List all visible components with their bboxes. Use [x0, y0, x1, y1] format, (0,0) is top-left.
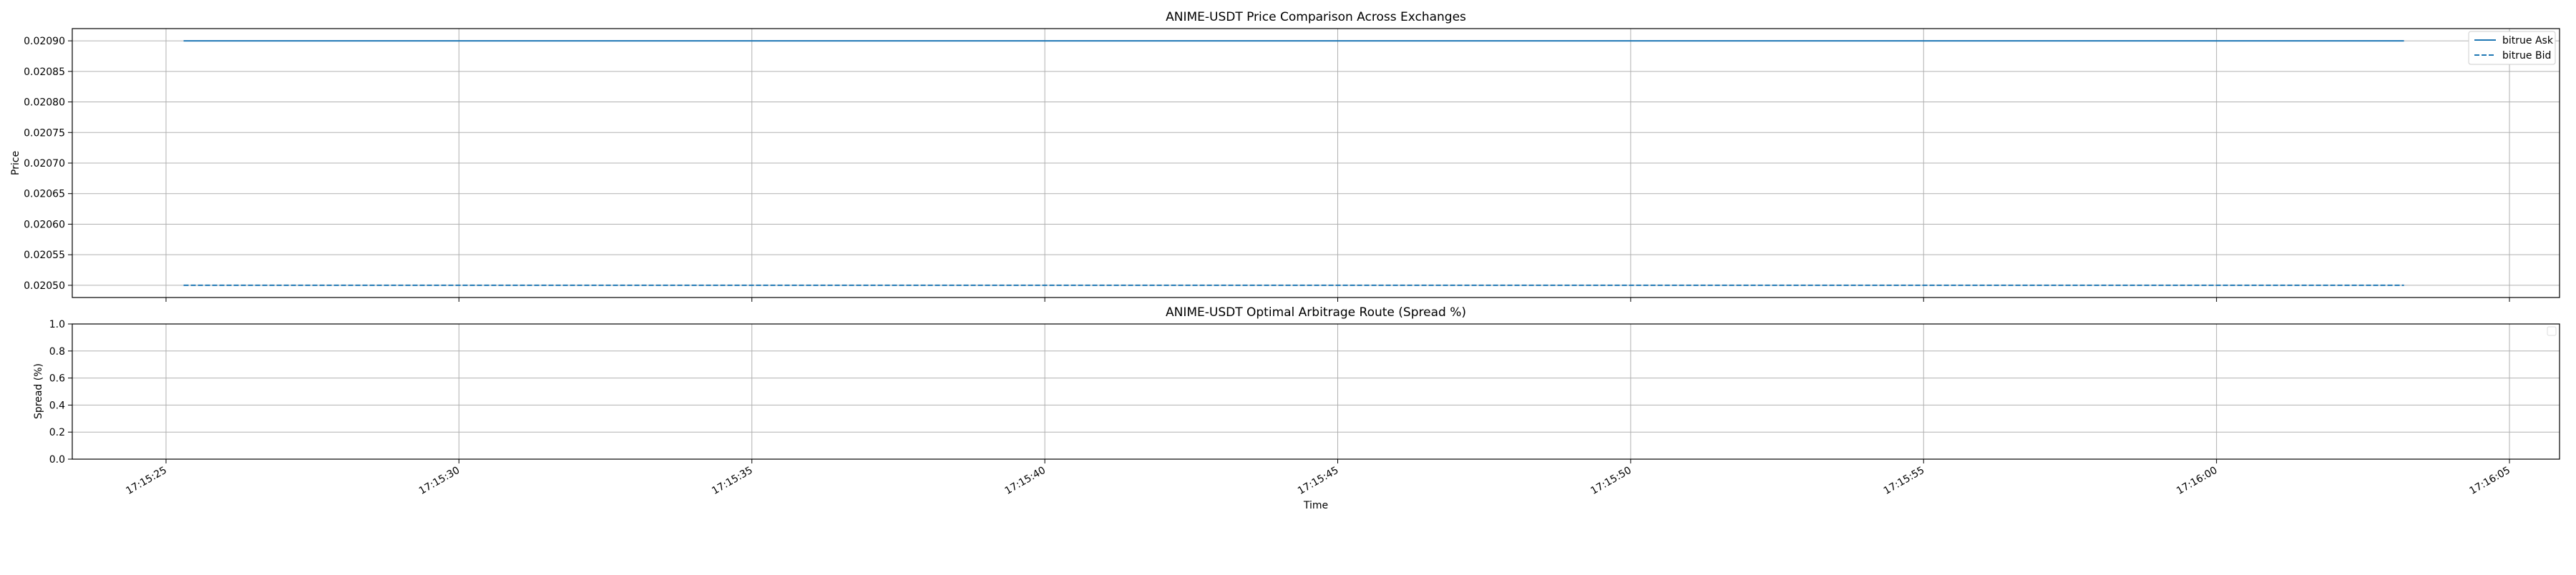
- price-ytick-label: 0.02070: [24, 158, 65, 169]
- spread-panel: 0.00.20.40.60.81.0 17:15:25 17:15:30 17:15…: [33, 305, 2560, 511]
- price-ytick-label: 0.02060: [24, 219, 65, 230]
- spread-ytick-label: 0.6: [49, 373, 65, 385]
- spread-ytick-label: 0.4: [49, 400, 65, 411]
- price-chart-title: ANIME-USDT Price Comparison Across Excha…: [1166, 10, 1466, 24]
- spread-plot-area: [72, 324, 2560, 459]
- price-panel: 0.02050 0.02055 0.02060 0.02065 0.02070 0.020…: [10, 10, 2560, 302]
- price-ytick-label: 0.02085: [24, 67, 65, 78]
- price-legend: bitrue Ask bitrue Bid: [2468, 31, 2556, 65]
- empty-legend-frame: [2547, 326, 2557, 336]
- spread-plot-frame: [72, 323, 2560, 460]
- price-ytick-label: 0.02075: [24, 127, 65, 139]
- spread-ytick-label: 0.2: [49, 427, 65, 438]
- spread-ytick-label: 0.8: [49, 346, 65, 358]
- price-ytick-label: 0.02090: [24, 36, 65, 47]
- price-y-axis-label: Price: [10, 151, 21, 175]
- price-ytick-label: 0.02080: [24, 97, 65, 109]
- spread-y-axis-label: Spread (%): [33, 363, 44, 419]
- spread-ytick-label: 0.0: [49, 454, 65, 466]
- spread-ytick-label: 1.0: [49, 319, 65, 330]
- spread-chart-title: ANIME-USDT Optimal Arbitrage Route (Spre…: [1166, 305, 1466, 320]
- price-ytick-label: 0.02065: [24, 189, 65, 200]
- legend-ask-label: bitrue Ask: [2502, 35, 2554, 46]
- price-ytick-label: 0.02050: [24, 280, 65, 292]
- legend-bid-label: bitrue Bid: [2502, 50, 2551, 62]
- price-ytick-label: 0.02055: [24, 250, 65, 261]
- x-axis-label: Time: [1303, 500, 1328, 511]
